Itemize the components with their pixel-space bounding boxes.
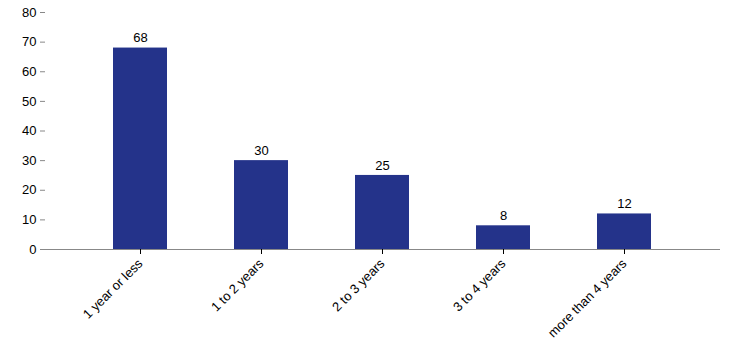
svg-text:30: 30 [254,143,268,158]
svg-text:25: 25 [375,158,389,173]
svg-text:80: 80 [22,5,36,20]
svg-text:12: 12 [617,196,631,211]
svg-text:10: 10 [22,212,36,227]
svg-text:8: 8 [500,208,507,223]
svg-text:0: 0 [29,242,36,257]
svg-text:more than 4 years: more than 4 years [545,255,630,340]
svg-text:3 to 4 years: 3 to 4 years [450,255,509,314]
svg-text:1 year or less: 1 year or less [80,255,146,321]
svg-text:40: 40 [22,123,36,138]
svg-text:30: 30 [22,153,36,168]
svg-text:60: 60 [22,64,36,79]
svg-text:1 to 2 years: 1 to 2 years [208,255,267,314]
svg-text:2 to 3 years: 2 to 3 years [329,255,388,314]
svg-text:68: 68 [133,30,147,45]
svg-text:50: 50 [22,94,36,109]
svg-text:70: 70 [22,34,36,49]
svg-text:20: 20 [22,182,36,197]
